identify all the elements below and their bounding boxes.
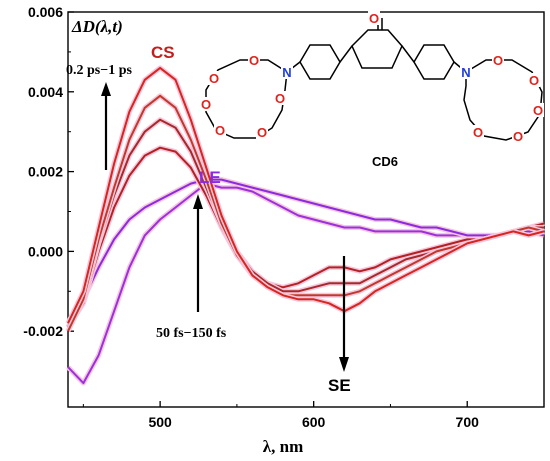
arrow-se (339, 256, 349, 372)
right-crown-ring (463, 59, 543, 141)
molecule-cd6 (205, 18, 543, 141)
atom-bg (532, 103, 544, 117)
oxygen-atom: O (533, 103, 543, 118)
x-tick-label: 500 (148, 414, 172, 430)
atom-bg (472, 125, 484, 139)
y-tick-label: 0.006 (28, 4, 63, 20)
series-line-6 (67, 66, 545, 324)
annotation-le: LE (199, 168, 221, 187)
oxygen-atom: O (201, 97, 211, 112)
y-tick-label: 0.004 (28, 84, 63, 100)
oxygen-atom: O (215, 123, 225, 138)
atom-bg (200, 97, 212, 111)
series-halo (65, 65, 545, 325)
y-tick-label: 0.002 (28, 164, 63, 180)
oxygen-atom: O (209, 71, 219, 86)
series-line-2 (67, 178, 545, 324)
oxygen-atom: O (369, 11, 379, 26)
arrow-slow (193, 194, 203, 312)
y-tick-label: -0.002 (23, 323, 63, 339)
annotation-se: SE (328, 376, 351, 395)
atom-bg (274, 91, 286, 105)
atom-bg (492, 53, 504, 67)
oxygen-atom: O (473, 125, 483, 140)
atom-bg (512, 129, 524, 143)
left-phenyl-ring (299, 44, 341, 80)
atom-bg (528, 73, 540, 87)
molecule-label: CD6 (372, 154, 398, 169)
annotation-cs: CS (151, 43, 175, 62)
annotation-slow-range: 50 fs−150 fs (156, 326, 227, 341)
atom-bg (281, 65, 293, 79)
x-axis-title: λ, nm (263, 437, 303, 456)
oxygen-atom: O (513, 129, 523, 144)
arrow-fast (101, 82, 111, 170)
series-group (65, 65, 545, 386)
annotation-fast-range: 0.2 ps−1 ps (66, 63, 132, 78)
cyclohexanone-ring (351, 29, 403, 69)
axes: 500 600 700 -0.002 0.000 0.002 0.004 0.006 (23, 4, 545, 430)
atom-bg (214, 123, 226, 137)
x-tick-label: 600 (302, 414, 326, 430)
right-phenyl-ring (413, 44, 455, 80)
y-axis-title: ΔD(λ,t) (71, 17, 123, 36)
atom-bg (460, 65, 472, 79)
y-tick-label: 0.000 (28, 243, 63, 259)
oxygen-atom: O (529, 73, 539, 88)
oxygen-atom: O (493, 53, 503, 68)
oxygen-atom: O (257, 125, 267, 140)
atom-bg (256, 125, 268, 139)
oxygen-atom: O (249, 53, 259, 68)
plot-frame (67, 11, 545, 408)
nitrogen-atom: N (461, 65, 470, 80)
series-line-3 (67, 146, 545, 328)
nitrogen-atom: N (282, 65, 291, 80)
x-tick-label: 700 (456, 414, 480, 430)
atom-bg (368, 11, 380, 25)
atom-bg (248, 53, 260, 67)
atom-bg (208, 71, 220, 85)
oxygen-atom: O (275, 91, 285, 106)
